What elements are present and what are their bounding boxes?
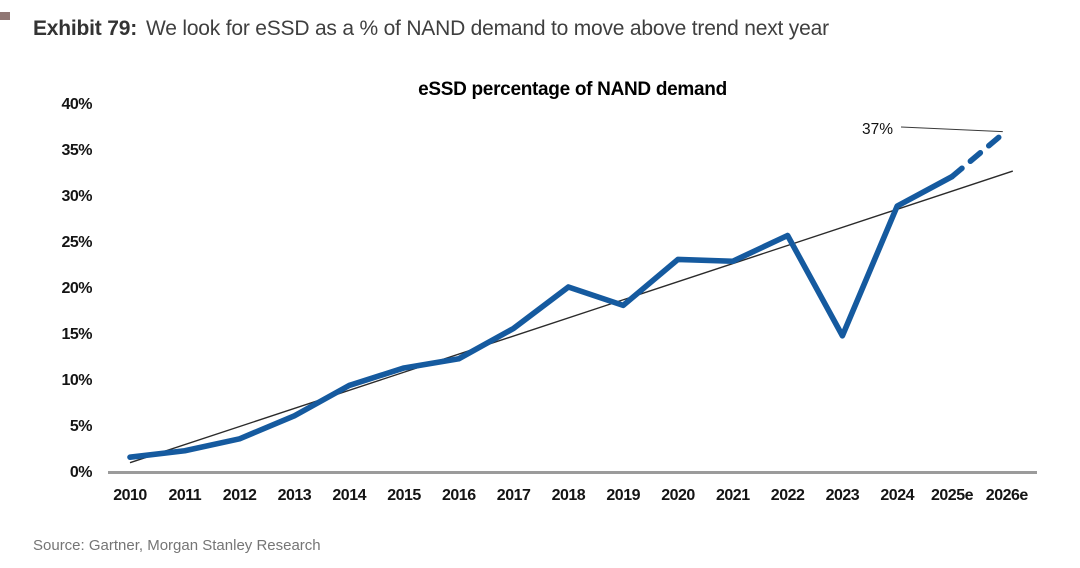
- x-tick-label: 2020: [661, 487, 695, 504]
- x-tick-label: 2023: [826, 487, 860, 504]
- x-tick-label: 2011: [168, 487, 201, 504]
- x-tick-label: 2010: [113, 487, 147, 504]
- x-tick-label: 2026e: [986, 487, 1029, 504]
- y-tick-label: 10%: [61, 372, 92, 389]
- y-tick-label: 35%: [61, 142, 92, 159]
- y-tick-label: 30%: [61, 188, 92, 205]
- x-tick-label: 2013: [278, 487, 312, 504]
- annotation-label: 37%: [862, 121, 893, 138]
- x-tick-label: 2012: [223, 487, 257, 504]
- exhibit-header: Exhibit 79: We look for eSSD as a % of NA…: [33, 16, 1063, 42]
- x-tick-label: 2021: [716, 487, 750, 504]
- essd-forecast-dashed-line: [949, 127, 1010, 180]
- essd-series-line: [127, 173, 955, 461]
- x-tick-label: 2014: [332, 487, 366, 504]
- exhibit-number-label: Exhibit 79:: [33, 17, 137, 40]
- x-tick-label: 2015: [387, 487, 421, 504]
- x-tick-label: 2016: [442, 487, 476, 504]
- y-tick-label: 0%: [70, 464, 92, 481]
- y-tick-label: 25%: [61, 234, 92, 251]
- y-tick-label: 15%: [61, 326, 92, 343]
- y-tick-label: 5%: [70, 418, 92, 435]
- exhibit-title-text: We look for eSSD as a % of NAND demand t…: [146, 17, 829, 40]
- x-tick-label: 2018: [552, 487, 586, 504]
- page-edge-mark: [0, 12, 10, 20]
- x-tick-label: 2022: [771, 487, 805, 504]
- x-tick-label: 2025e: [931, 487, 974, 504]
- x-tick-label: 2024: [880, 487, 914, 504]
- chart-title: eSSD percentage of NAND demand: [418, 79, 727, 100]
- y-tick-label: 40%: [61, 96, 92, 113]
- x-tick-label: 2017: [497, 487, 531, 504]
- x-tick-label: 2019: [606, 487, 640, 504]
- trend-line: [129, 170, 1014, 464]
- annotation-callout-line: [900, 126, 1003, 133]
- source-attribution: Source: Gartner, Morgan Stanley Research: [33, 537, 321, 554]
- y-tick-label: 20%: [61, 280, 92, 297]
